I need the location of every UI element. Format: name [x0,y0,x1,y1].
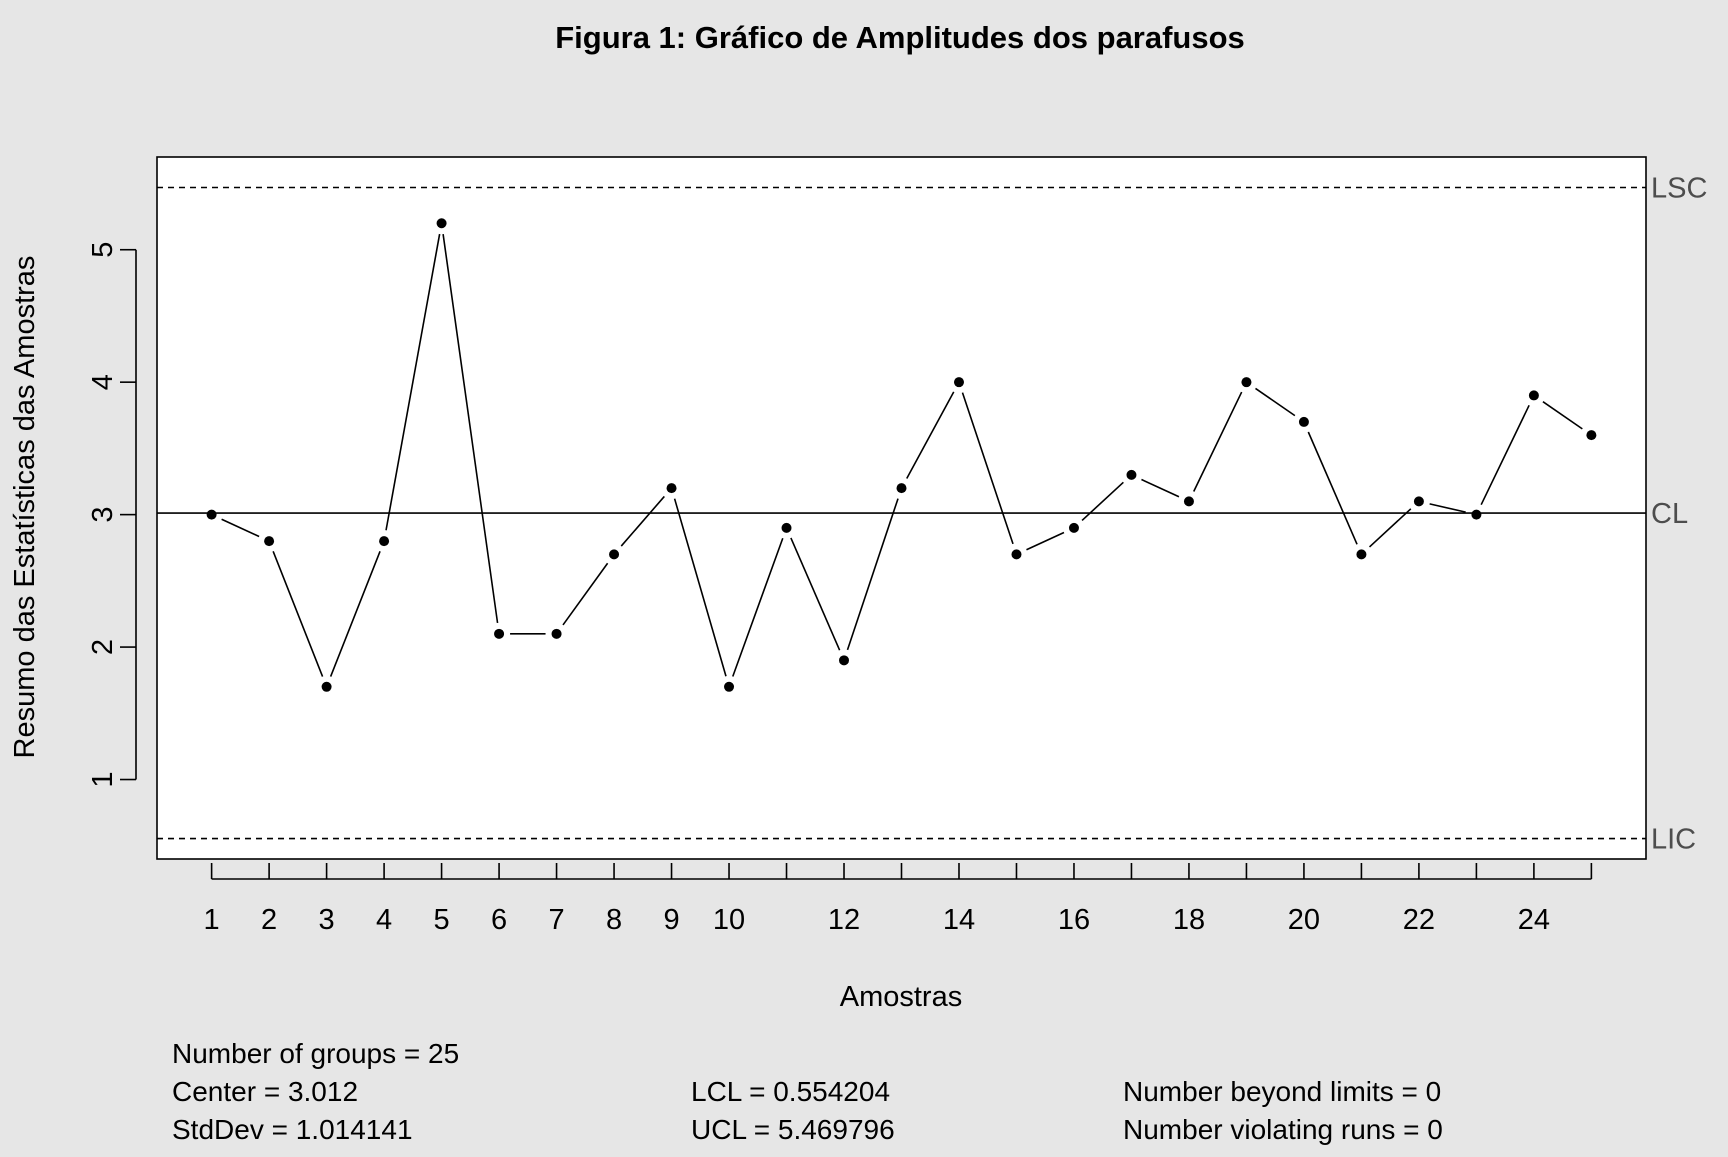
chart-title: Figura 1: Gráfico de Amplitudes dos para… [555,20,1245,55]
y-tick-label: 2 [87,639,119,655]
x-tick-label: 4 [376,904,392,936]
series-segment [906,391,955,479]
x-tick-label: 3 [319,904,335,936]
series-segment [385,233,441,531]
stat-ucl: UCL = 5.469796 [691,1114,895,1145]
upper-control-limit-label: LSC [1651,172,1707,204]
data-point [1298,416,1309,427]
x-tick-label: 22 [1403,904,1435,936]
series-segment [221,518,260,538]
series-segment [961,392,1014,545]
series-segment [329,551,381,677]
y-tick-label: 1 [87,771,119,787]
x-tick-label: 12 [828,904,860,936]
series-segment [790,537,841,651]
x-tick-label: 7 [548,904,564,936]
series-segment [1081,481,1124,522]
data-point [1068,522,1079,533]
series-segment [846,498,899,651]
series-segment [1542,401,1583,430]
series-segment [1026,531,1065,551]
series-segment [1429,503,1466,513]
data-point [1356,549,1367,560]
center-line-label: CL [1651,498,1688,530]
data-point [896,483,907,494]
data-point [839,655,850,666]
data-point [1126,469,1137,480]
data-point [264,536,275,547]
data-point [609,549,620,560]
x-tick-label: 8 [606,904,622,936]
x-tick-label: 18 [1173,904,1205,936]
data-point [666,483,677,494]
series-segment [732,537,784,677]
data-point [1413,496,1424,507]
y-tick-label: 5 [87,242,119,258]
series-segment [562,562,609,626]
data-point [379,536,390,547]
series-segment [620,495,665,547]
series-segment [272,551,324,677]
y-tick-label: 4 [87,374,119,390]
stat-lcl: LCL = 0.554204 [691,1076,891,1107]
data-point [494,628,505,639]
y-tick-label: 3 [87,507,119,523]
y-axis-label: Resumo das Estatísticas das Amostras [9,256,41,759]
x-tick-label: 20 [1288,904,1320,936]
stat-number-of-groups: Number of groups = 25 [172,1038,460,1069]
x-tick-label: 16 [1058,904,1090,936]
x-tick-label: 24 [1518,904,1550,936]
x-axis-label: Amostras [840,981,962,1013]
series-segment [1368,508,1412,548]
data-point [1528,390,1539,401]
stat-beyond-limits: Number beyond limits = 0 [1123,1076,1442,1107]
x-tick-label: 9 [663,904,679,936]
lower-control-limit-label: LIC [1651,824,1696,856]
data-point [551,628,562,639]
data-point [724,681,735,692]
data-point [1011,549,1022,560]
series-segment [673,498,727,677]
x-tick-label: 10 [713,904,745,936]
series-segment [1480,404,1530,506]
x-tick-label: 1 [204,904,220,936]
data-point [1471,509,1482,520]
x-tick-label: 2 [261,904,277,936]
series-segment [1141,478,1180,498]
stat-center: Center = 3.012 [172,1076,359,1107]
x-tick-label: 5 [434,904,450,936]
data-point [1183,496,1194,507]
data-point [321,681,332,692]
data-series [206,218,1597,692]
data-point [1586,430,1597,441]
plot-area [156,156,1647,860]
data-point [206,509,217,520]
stat-stddev: StdDev = 1.014141 [172,1114,413,1145]
series-segment [442,234,499,624]
series-segment [1255,387,1296,417]
control-limits: LSC CL LIC [157,172,1707,856]
data-point [1241,377,1252,388]
series-segment [1193,391,1243,492]
x-tick-label: 6 [491,904,507,936]
x-tick-label: 14 [943,904,975,936]
stat-violating-runs: Number violating runs = 0 [1123,1114,1443,1145]
data-point [953,377,964,388]
series-segment [1307,431,1358,545]
data-point [436,218,447,229]
data-point [781,522,792,533]
